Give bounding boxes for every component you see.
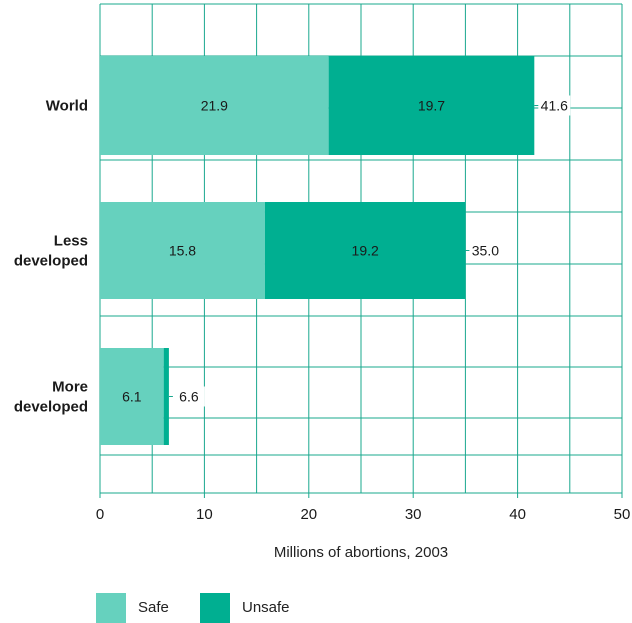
total-value-label: 41.6 [541, 98, 568, 114]
category-label: developed [14, 399, 88, 416]
bar-unsafe-3 [163, 348, 169, 445]
total-label-bg [172, 386, 205, 407]
bar-unsafe-2 [264, 202, 466, 299]
x-tick-label: 30 [405, 506, 422, 523]
legend-label-unsafe: Unsafe [242, 599, 290, 616]
total-label-bg [538, 95, 571, 116]
x-tick-label: 50 [614, 506, 631, 523]
category-label: World [46, 98, 88, 115]
bar-safe-2 [100, 202, 265, 299]
bar-safe-1 [100, 56, 329, 155]
category-label: developed [14, 253, 88, 270]
total-value-label: 6.6 [179, 389, 199, 405]
x-tick-label: 0 [96, 506, 104, 523]
legend-swatch-safe [96, 593, 126, 623]
bar-safe-3 [100, 348, 164, 445]
legend-label-safe: Safe [138, 599, 169, 616]
x-tick-label: 40 [509, 506, 526, 523]
x-axis-label: Millions of abortions, 2003 [273, 544, 449, 561]
total-value-label: 35.0 [472, 243, 499, 259]
bar-value-label: 19.7 [418, 98, 445, 114]
total-label-bg [469, 240, 502, 261]
bar-value-label: 21.9 [201, 98, 228, 114]
x-tick-label: 10 [196, 506, 213, 523]
bar-value-label: 15.8 [169, 243, 196, 259]
x-tick-label: 20 [300, 506, 317, 523]
bar-value-label: 19.2 [352, 243, 379, 259]
legend-swatch-unsafe [200, 593, 230, 623]
bar-unsafe-1 [328, 56, 535, 155]
category-label: Less [54, 233, 88, 250]
category-label: More [52, 379, 88, 396]
bar-value-label: 6.1 [122, 389, 142, 405]
